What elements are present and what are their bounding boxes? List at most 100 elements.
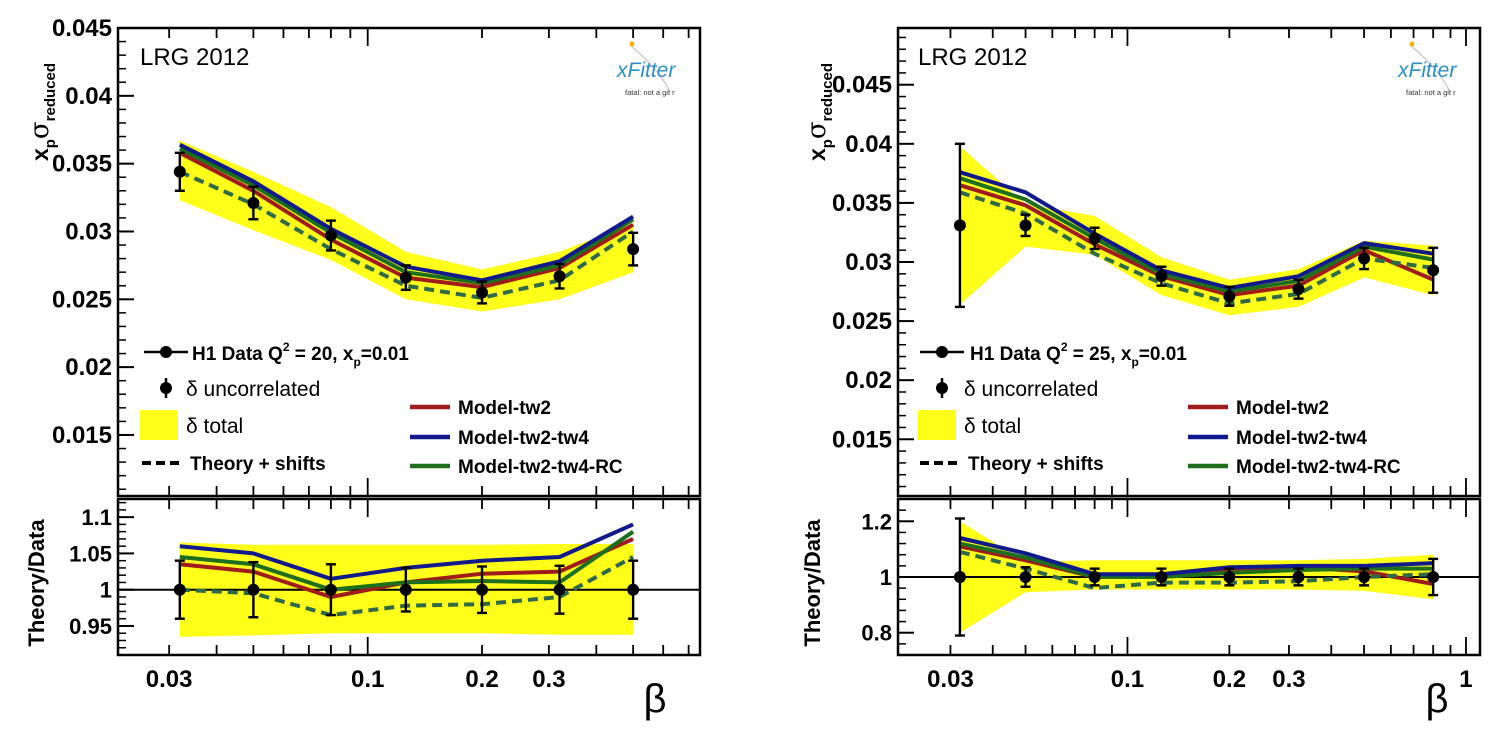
data-point — [324, 583, 337, 596]
logo-subtext: fatal: not a git r — [1406, 88, 1456, 97]
legend-uncorr-marker — [936, 382, 948, 394]
data-point — [1155, 571, 1168, 583]
x-tick-label: 0.2 — [465, 666, 498, 693]
data-point — [1019, 571, 1032, 583]
series-theory-shifts — [959, 549, 1434, 591]
main-plot-2: 0.015 0.02 0.025 0.03 0.035 0.04 0.045 — [832, 26, 1482, 498]
data-point — [1427, 571, 1440, 583]
panel-title: LRG 2012 — [140, 44, 249, 71]
panel-1: 0.015 0.02 0.025 0.03 0.035 0.04 0.045 0.95 1 1.… — [24, 15, 702, 721]
data-point — [247, 196, 260, 209]
y-tick-label: 0.035 — [832, 190, 892, 217]
ylabel-sub-p: p — [819, 139, 836, 148]
data-point — [1019, 219, 1032, 232]
legend-tw4-label: Model-tw2-tw4 — [458, 428, 589, 449]
data-point — [1358, 571, 1371, 583]
data-point — [399, 271, 412, 284]
data-point — [1155, 270, 1168, 283]
data-point — [1088, 232, 1101, 245]
main-plot-1: 0.015 0.02 0.025 0.03 0.035 0.04 0.045 — [52, 15, 702, 498]
x-tick-label: 0.03 — [927, 666, 974, 693]
plot-frame — [116, 26, 702, 498]
y-tick-label: 0.045 — [832, 72, 892, 99]
y-tick-label: 0.025 — [832, 308, 892, 335]
legend-2: H1 Data Q2 = 25, xp=0.01 δ uncorrelated … — [918, 340, 1401, 478]
data-point — [1088, 571, 1101, 583]
ylabel-sub-reduced: reduced — [42, 63, 59, 121]
logo-subtext: fatal: not a git r — [625, 88, 675, 97]
svg-text:xpσreduced: xpσreduced — [802, 63, 836, 161]
data-point — [627, 243, 640, 256]
x-tick-label: 0.1 — [351, 666, 384, 693]
series-model-tw2-tw4-rc — [959, 176, 1434, 294]
x-tick-label: 0.03 — [146, 666, 193, 693]
y-tick-label: 1 — [100, 578, 112, 603]
legend-data-marker — [160, 346, 172, 358]
x-tick-label: 0.1 — [1111, 666, 1144, 693]
data-point — [1427, 264, 1440, 277]
data-point — [627, 583, 640, 596]
y-tick-label: 0.04 — [65, 83, 112, 110]
y-tick-label: 0.015 — [52, 422, 112, 449]
x-tick-label: 0.3 — [532, 666, 565, 693]
data-point — [476, 286, 489, 299]
legend-uncorr-marker — [160, 382, 172, 394]
data-point — [553, 583, 566, 596]
legend-theory-label: Theory + shifts — [968, 454, 1104, 475]
ylabel-x: x — [27, 148, 53, 161]
y-tick-label: 0.95 — [69, 614, 112, 639]
legend-rc-label: Model-tw2-tw4-RC — [1236, 457, 1401, 478]
ylabel-x: x — [804, 148, 830, 161]
y-tick-label: 0.02 — [845, 367, 892, 394]
legend-total-swatch — [140, 410, 178, 440]
y-tick-label: 0.015 — [832, 426, 892, 453]
series-model-tw2-tw4 — [959, 536, 1434, 577]
ylabel-sigma: σ — [25, 121, 55, 139]
legend-tw4-label: Model-tw2-tw4 — [1236, 428, 1367, 449]
legend-data-marker — [936, 346, 948, 358]
y-tick-label: 0.03 — [65, 218, 112, 245]
legend-total-swatch — [918, 410, 956, 440]
series-model-tw2-tw4-rc — [959, 541, 1434, 579]
plot-frame — [116, 497, 702, 657]
y-axis-title-top: xpσreduced — [802, 63, 836, 161]
x-axis-title: β — [643, 677, 666, 721]
x-axis-title: β — [1425, 677, 1448, 721]
legend-total-label: δ total — [964, 415, 1021, 438]
svg-text:xpσreduced: xpσreduced — [25, 63, 59, 161]
logo-text: xFitter — [1397, 59, 1457, 82]
xfitter-logo: xFitter fatal: not a git r — [1397, 41, 1457, 97]
data-point — [399, 583, 412, 596]
data-point — [476, 583, 489, 596]
y-tick-label: 1.2 — [861, 509, 892, 534]
legend-1: H1 Data Q2 = 20, xp=0.01 δ uncorrelated … — [140, 340, 623, 478]
legend-uncorr-label: δ uncorrelated — [186, 378, 320, 401]
data-point — [953, 219, 966, 232]
data-point — [1223, 290, 1236, 303]
xfitter-logo: xFitter fatal: not a git r — [616, 41, 676, 97]
x-tick-label: 0.3 — [1272, 666, 1305, 693]
y-tick-label: 0.035 — [52, 151, 112, 178]
data-point — [1223, 571, 1236, 583]
data-point — [173, 165, 186, 178]
x-tick-label: 1 — [1459, 666, 1472, 693]
data-point — [247, 583, 260, 596]
legend-data-label: H1 Data Q2 = 20, xp=0.01 — [192, 340, 409, 369]
series-model-tw2-tw4 — [959, 170, 1434, 290]
y-tick-label: 0.04 — [845, 131, 892, 158]
data-point — [324, 229, 337, 242]
y-tick-label: 0.03 — [845, 249, 892, 276]
ylabel-sigma: σ — [802, 121, 832, 139]
legend-tw2-label: Model-tw2 — [1236, 398, 1329, 419]
ylabel-sub-p: p — [42, 139, 59, 148]
panel-2: 0.015 0.02 0.025 0.03 0.035 0.04 0.045 0.8 1 1.2… — [800, 26, 1482, 721]
legend-tw2-label: Model-tw2 — [458, 398, 551, 419]
logo-swoosh — [629, 44, 671, 93]
total-uncertainty-band — [179, 140, 634, 312]
legend-uncorr-label: δ uncorrelated — [964, 378, 1098, 401]
series-model-tw2 — [959, 183, 1434, 298]
y-tick-label: 0.02 — [65, 354, 112, 381]
legend-data-label: H1 Data Q2 = 25, xp=0.01 — [970, 340, 1187, 369]
data-point — [953, 571, 966, 583]
